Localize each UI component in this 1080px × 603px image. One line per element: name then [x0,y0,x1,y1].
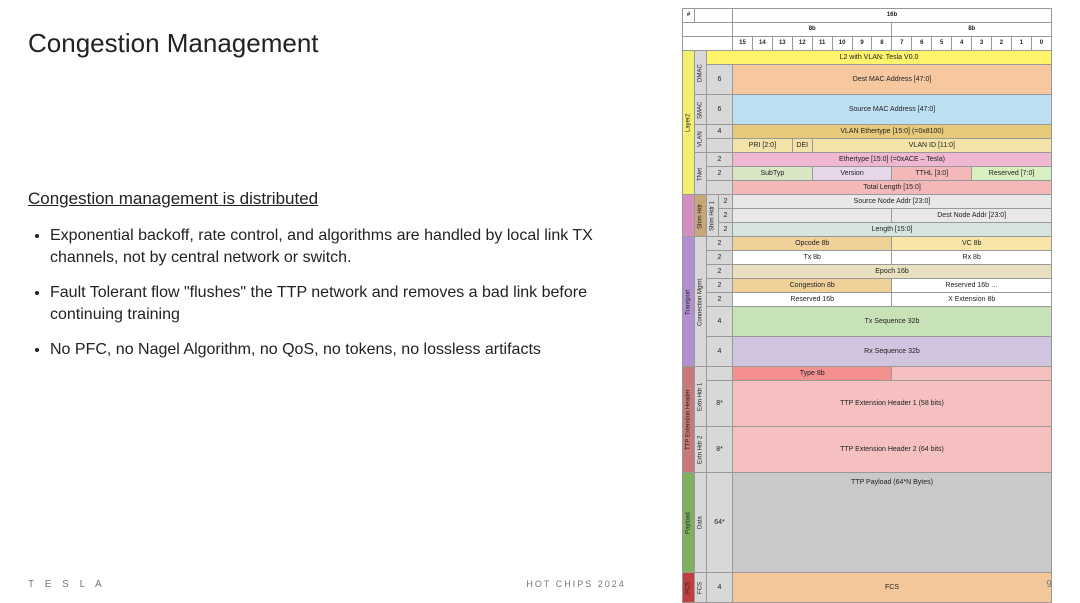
slide-body: Congestion management is distributed Exp… [28,188,638,375]
bullet-2: Fault Tolerant flow "flushes" the TTP ne… [50,282,638,325]
footer-event: HOT CHIPS 2024 [526,579,625,590]
row-res16: Reserved 16b … [892,279,1052,293]
side-shim1: Shim Hdr 1 [707,195,719,237]
bits-8b-a: 8b [733,23,892,37]
row-ext2: TTP Extension Header 2 (64 bits) [733,427,1052,473]
row-ext1: TTP Extension Header 1 (58 bits) [733,381,1052,427]
row-subtyp: SubTyp [733,167,813,181]
row-rx8: Rx 8b [892,251,1052,265]
row-cong: Congestion 8b [733,279,892,293]
row-txseq: Tx Sequence 32b [733,307,1052,337]
row-ethertype: Ethertype [15:0] (=0xACE – Tesla) [733,153,1052,167]
footer-page: 9 [1046,579,1052,590]
side-conn: Connection Mgmt. [695,237,707,367]
row-version: Version [812,167,892,181]
row-payload: TTP Payload (64*N Bytes) [733,473,1052,573]
row-totlen: Total Length [15:0] [733,181,1052,195]
hash-cell: # [683,9,695,23]
side-ext1: Extn Hdr 1 [695,367,707,427]
bullet-3: No PFC, no Nagel Algorithm, no QoS, no t… [50,339,638,361]
bullet-1: Exponential backoff, rate control, and a… [50,225,638,268]
row-dstnode: Dest Node Addr [23:0] [892,209,1052,223]
side-vlan: VLAN [695,125,707,153]
row-l2-title: L2 with VLAN: Tesla V0.0 [707,51,1052,65]
bullet-list: Exponential backoff, rate control, and a… [28,225,638,361]
row-type8: Type 8b [733,367,892,381]
bit-index-row: 1514 1312 1110 98 76 54 32 10 [683,37,1052,51]
row-vlan-eth: VLAN Ethertype [15:0] (=0x8100) [733,125,1052,139]
row-tx8: Tx 8b [733,251,892,265]
row-vlanid: VLAN ID [11:0] [812,139,1051,153]
side-payload: Payload [683,473,695,573]
side-ext: TTP Extension Header [683,367,695,473]
slide-title: Congestion Management [28,28,319,59]
row-reserved70: Reserved [7:0] [972,167,1052,181]
row-rxseq: Rx Sequence 32b [733,337,1052,367]
row-dei: DEI [792,139,812,153]
row-smac: Source MAC Address [47:0] [733,95,1052,125]
row-xext: X Extension 8b [892,293,1052,307]
row-vc: VC 8b [892,237,1052,251]
row-srcnode: Source Node Addr [23:0] [733,195,1052,209]
side-transport: Transport [683,237,695,367]
row-pri: PRI [2:0] [733,139,793,153]
side-shim: Shim Hdr [695,195,707,237]
row-res16b: Reserved 16b [733,293,892,307]
side-layer2: Layer2 [683,51,695,195]
row-dmac: Dest MAC Address [47:0] [733,65,1052,95]
row-length: Length [15:0] [733,223,1052,237]
row-tthl: TTHL [3:0] [892,167,972,181]
bits-8b-b: 8b [892,23,1052,37]
packet-diagram: # 16b 8b 8b 1514 1312 1110 98 76 54 32 1… [682,8,1052,568]
bits-16b: 16b [733,9,1052,23]
row-epoch: Epoch 16b [733,265,1052,279]
side-ext2: Extn Hdr 2 [695,427,707,473]
side-dmac: DMAC [695,51,707,95]
side-data: Data [695,473,707,573]
subheading: Congestion management is distributed [28,188,638,211]
footer: T E S L A HOT CHIPS 2024 9 [0,579,1080,590]
side-smac: SMAC [695,95,707,125]
side-net [683,195,695,237]
side-tnet: TNet [695,153,707,195]
footer-brand: T E S L A [28,579,106,590]
row-opcode: Opcode 8b [733,237,892,251]
